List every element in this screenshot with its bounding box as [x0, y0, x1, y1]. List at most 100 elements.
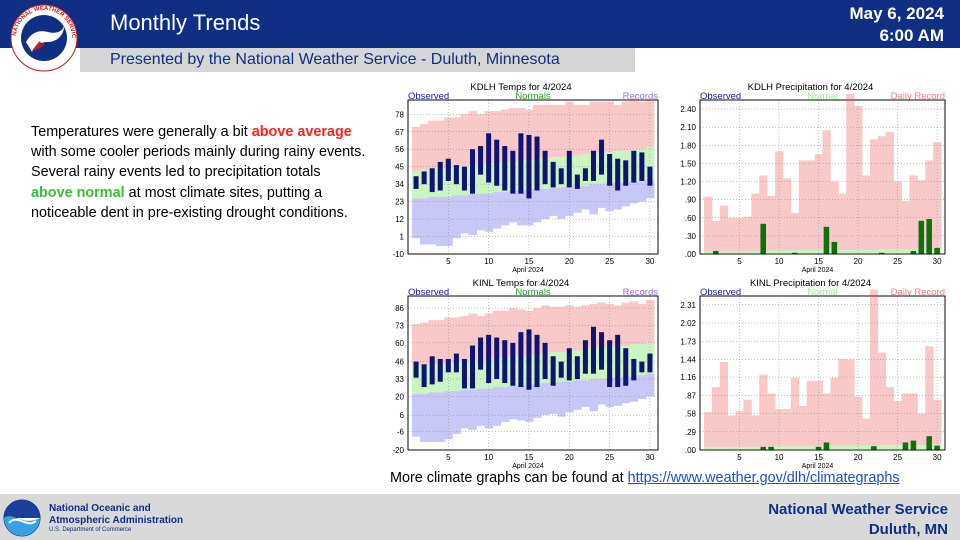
daily-record-bar [798, 160, 808, 254]
normal-bar [806, 446, 815, 450]
daily-record-bar [830, 377, 839, 450]
record-low-band [492, 387, 502, 426]
x-tick-label: 10 [484, 453, 493, 462]
climate-graphs-link[interactable]: https://www.weather.gov/dlh/climategraph… [627, 470, 900, 486]
observed-precip-bar [831, 241, 838, 254]
record-low-band [581, 380, 590, 408]
x-tick-label: 20 [854, 257, 863, 266]
legend-normals: Normal [807, 287, 838, 298]
record-low-band [533, 188, 542, 223]
record-high-band [436, 120, 445, 169]
legend-observed: Observed [700, 91, 741, 102]
normal-bar [782, 446, 792, 450]
normal-bar [727, 250, 736, 254]
y-tick-label: 2.31 [680, 301, 696, 310]
normal-band [637, 344, 647, 376]
normal-bar [806, 250, 815, 254]
x-tick-label: 20 [565, 257, 574, 266]
record-low-band [460, 389, 469, 429]
observed-temp-bar [534, 136, 540, 191]
observed-temp-bar [550, 356, 556, 386]
y-tick-label: .00 [685, 250, 697, 259]
normal-bar [703, 250, 713, 254]
daily-record-bar [838, 358, 847, 450]
daily-record-bar [759, 175, 768, 254]
observed-precip-bar [760, 446, 766, 450]
record-low-band [476, 388, 486, 426]
record-low-band [508, 385, 518, 420]
record-low-band [637, 375, 647, 400]
daily-record-bar [822, 393, 831, 450]
record-high-band [613, 104, 623, 151]
normal-bar [743, 250, 752, 254]
record-low-band [541, 188, 550, 220]
summary-text-1: Temperatures were generally a bit [31, 124, 252, 140]
observed-temp-bar [615, 158, 621, 191]
daily-record-bar [743, 399, 752, 450]
kinl-precip-chart: KINL Precipitation for 4/2024 Observed Nor… [680, 278, 946, 470]
daily-record-bar [846, 359, 855, 450]
daily-record-bar [790, 377, 800, 450]
observed-temp-bar [429, 356, 435, 385]
daily-record-bar [846, 93, 855, 254]
y-tick-label: 1.73 [680, 337, 696, 346]
y-tick-label: 67 [395, 128, 404, 137]
normal-band [476, 360, 486, 389]
y-tick-label: .60 [685, 214, 697, 223]
record-low-band [597, 184, 606, 208]
normal-band [412, 365, 421, 394]
daily-record-bar [877, 136, 887, 254]
record-high-band [621, 101, 631, 151]
normal-bar [846, 445, 855, 450]
observed-temp-bar [510, 342, 516, 386]
observed-precip-bar [910, 250, 917, 254]
normal-bar [711, 446, 721, 450]
observed-temp-bar [437, 358, 443, 382]
datetime-stamp: May 6, 2024 6:00 AM [849, 3, 944, 47]
normal-bar [877, 444, 887, 450]
observed-temp-bar [421, 364, 427, 388]
footer-bar [0, 494, 960, 540]
x-tick-label: 25 [893, 453, 902, 462]
record-low-band [613, 182, 623, 210]
record-high-band [565, 305, 574, 351]
record-low-band [613, 377, 623, 406]
normal-band [452, 361, 461, 392]
record-high-band [605, 101, 615, 153]
record-high-band [557, 306, 566, 353]
nws-logo-icon: NATIONAL WEATHER SERVICE [4, 2, 78, 72]
observed-temp-bar [542, 150, 548, 185]
observed-temp-bar [599, 139, 605, 175]
record-high-band [645, 300, 655, 343]
observed-precip-bar [815, 446, 822, 450]
daily-record-bar [830, 181, 839, 254]
record-high-band [533, 308, 542, 355]
record-low-band [621, 182, 631, 207]
observed-precip-bar [792, 252, 798, 254]
y-tick-label: .29 [685, 428, 697, 437]
record-low-band [573, 185, 582, 213]
y-tick-label: -20 [392, 446, 404, 455]
normal-bar [775, 446, 784, 450]
record-high-band [444, 317, 453, 363]
record-low-band [436, 392, 445, 442]
normal-bar [814, 249, 823, 254]
daily-record-bar [703, 412, 713, 450]
observed-temp-bar [639, 152, 645, 181]
x-axis-label: April 2024 [802, 267, 834, 274]
record-high-band [589, 304, 598, 349]
x-tick-label: 30 [933, 257, 942, 266]
y-tick-label: 78 [395, 110, 404, 119]
daily-record-bar [869, 139, 879, 254]
y-tick-label: .87 [685, 391, 697, 400]
daily-record-bar [909, 393, 918, 450]
normal-bar [735, 446, 744, 450]
observed-temp-bar [453, 165, 459, 185]
observed-precip-bar [768, 446, 774, 450]
record-low-band [452, 391, 461, 434]
record-low-band [629, 376, 639, 402]
observed-temp-bar [647, 166, 653, 186]
y-tick-label: 1.20 [680, 178, 696, 187]
record-low-band [444, 391, 453, 440]
